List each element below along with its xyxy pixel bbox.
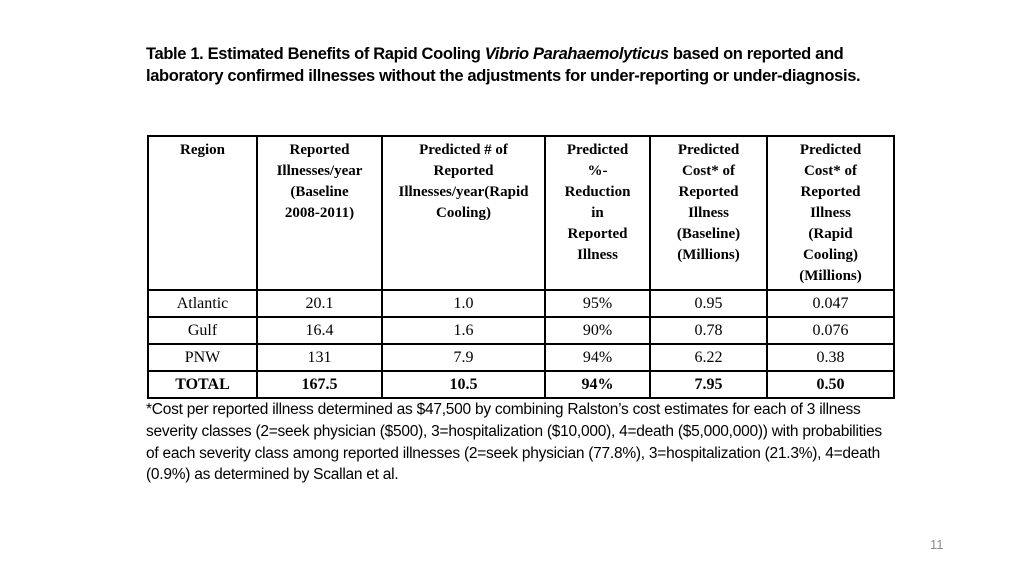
page-title: Table 1. Estimated Benefits of Rapid Coo… [146, 43, 888, 87]
column-header-region: Region [147, 135, 258, 291]
column-header-reported-baseline: Reported Illnesses/year (Baseline 2008-2… [256, 135, 383, 291]
table-cell: Atlantic [147, 289, 258, 318]
table-row-total: TOTAL 167.5 10.5 94% 7.95 0.50 [147, 370, 895, 399]
table-cell: 95% [544, 289, 651, 318]
table-cell: 16.4 [256, 316, 383, 345]
header-row: Region Reported Illnesses/year (Baseline… [147, 135, 895, 291]
column-header-predicted-reported: Predicted # of Reported Illnesses/year(R… [381, 135, 546, 291]
table-cell: 6.22 [649, 343, 768, 372]
table-cell: TOTAL [147, 370, 258, 399]
column-header-cost-baseline: Predicted Cost* of Reported Illness (Bas… [649, 135, 768, 291]
column-header-percent-reduction: Predicted %- Reduction in Reported Illne… [544, 135, 651, 291]
table-cell: 0.076 [766, 316, 895, 345]
table-cell: 7.95 [649, 370, 768, 399]
table-cell: 20.1 [256, 289, 383, 318]
benefits-table: Region Reported Illnesses/year (Baseline… [147, 135, 895, 399]
table-cell: 131 [256, 343, 383, 372]
table-cell: 0.95 [649, 289, 768, 318]
title-part2: based on reported and laboratory confirm… [146, 45, 861, 85]
table-cell: 1.0 [381, 289, 546, 318]
table-cell: 10.5 [381, 370, 546, 399]
table-row-pnw: PNW 131 7.9 94% 6.22 0.38 [147, 343, 895, 372]
table-cell: 0.50 [766, 370, 895, 399]
table-cell: PNW [147, 343, 258, 372]
table-row-atlantic: Atlantic 20.1 1.0 95% 0.95 0.047 [147, 289, 895, 318]
footnote: *Cost per reported illness determined as… [146, 401, 882, 484]
page-number: 11 [930, 537, 944, 552]
table-cell: 1.6 [381, 316, 546, 345]
table-cell: 0.38 [766, 343, 895, 372]
table-cell: 94% [544, 370, 651, 399]
table-cell: 0.78 [649, 316, 768, 345]
title-species-italic: Vibrio Parahaemolyticus [484, 45, 669, 63]
table-cell: 7.9 [381, 343, 546, 372]
table-cell: 94% [544, 343, 651, 372]
table-cell: 90% [544, 316, 651, 345]
table-cell: 0.047 [766, 289, 895, 318]
title-part1: Table 1. Estimated Benefits of Rapid Coo… [146, 45, 485, 63]
table-cell: 167.5 [256, 370, 383, 399]
column-header-cost-rapid: Predicted Cost* of Reported Illness (Rap… [766, 135, 895, 291]
table-row-gulf: Gulf 16.4 1.6 90% 0.78 0.076 [147, 316, 895, 345]
table-cell: Gulf [147, 316, 258, 345]
